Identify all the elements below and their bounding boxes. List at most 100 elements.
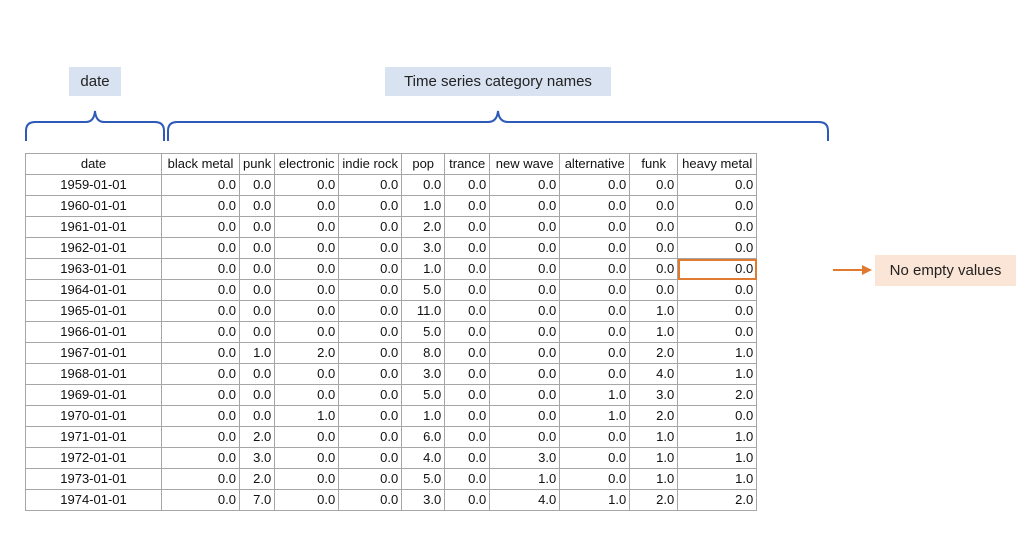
value-cell: 0.0 — [274, 426, 340, 448]
braces-group — [25, 110, 829, 141]
value-cell: 0.0 — [338, 174, 403, 196]
table-row: 1969-01-01 0.0 0.0 0.0 0.0 5.0 0.0 0.0 1.0 3.0 2.0 — [25, 384, 758, 406]
value-cell: 1.0 — [629, 300, 679, 322]
value-cell: 3.0 — [489, 447, 561, 469]
value-cell: 0.0 — [489, 300, 561, 322]
value-cell: 3.0 — [629, 384, 679, 406]
date-cell: 1967-01-01 — [25, 342, 162, 364]
value-cell: 0.0 — [338, 489, 403, 511]
column-header: pop — [401, 153, 446, 175]
value-cell: 0.0 — [677, 237, 758, 259]
value-cell: 0.0 — [238, 321, 276, 343]
value-cell: 0.0 — [489, 342, 561, 364]
value-cell: 0.0 — [274, 258, 340, 280]
value-cell: 0.0 — [338, 447, 403, 469]
value-cell: 1.0 — [401, 258, 446, 280]
value-cell: 0.0 — [677, 174, 758, 196]
value-cell: 0.0 — [677, 216, 758, 238]
value-cell: 5.0 — [401, 321, 446, 343]
value-cell: 5.0 — [401, 384, 446, 406]
value-cell: 0.0 — [338, 237, 403, 259]
value-cell: 2.0 — [629, 489, 679, 511]
value-cell: 0.0 — [238, 384, 276, 406]
value-cell: 0.0 — [444, 216, 491, 238]
category-names-label: Time series category names — [385, 67, 611, 96]
value-cell: 0.0 — [274, 279, 340, 301]
value-cell: 0.0 — [274, 489, 340, 511]
table-row: 1971-01-01 0.0 2.0 0.0 0.0 6.0 0.0 0.0 0.0 1.0 1.0 — [25, 426, 758, 448]
value-cell: 7.0 — [238, 489, 276, 511]
value-cell: 1.0 — [274, 405, 340, 427]
table-row: 1963-01-01 0.0 0.0 0.0 0.0 1.0 0.0 0.0 0.0 0.0 0.0 — [25, 258, 758, 280]
value-cell: 1.0 — [401, 405, 446, 427]
table-row: 1973-01-01 0.0 2.0 0.0 0.0 5.0 0.0 1.0 0.0 1.0 1.0 — [25, 468, 758, 490]
value-cell: 0.0 — [338, 195, 403, 217]
value-cell: 0.0 — [489, 363, 561, 385]
column-header: new wave — [489, 153, 561, 175]
value-cell: 0.0 — [677, 195, 758, 217]
value-cell: 0.0 — [274, 216, 340, 238]
value-cell: 0.0 — [161, 489, 240, 511]
value-cell: 0.0 — [559, 426, 631, 448]
value-cell: 3.0 — [401, 489, 446, 511]
value-cell: 0.0 — [489, 279, 561, 301]
value-cell: 3.0 — [401, 237, 446, 259]
value-cell: 0.0 — [161, 342, 240, 364]
value-cell: 0.0 — [338, 279, 403, 301]
value-cell: 2.0 — [274, 342, 340, 364]
value-cell: 1.0 — [677, 342, 758, 364]
value-cell: 0.0 — [238, 279, 276, 301]
table-row: 1968-01-01 0.0 0.0 0.0 0.0 3.0 0.0 0.0 0.0 4.0 1.0 — [25, 363, 758, 385]
no-empty-values-note: No empty values — [875, 255, 1016, 286]
value-cell: 5.0 — [401, 279, 446, 301]
value-cell: 0.0 — [444, 300, 491, 322]
value-cell: 0.0 — [559, 447, 631, 469]
value-cell: 0.0 — [629, 237, 679, 259]
value-cell: 0.0 — [444, 447, 491, 469]
value-cell: 4.0 — [489, 489, 561, 511]
value-cell: 0.0 — [274, 363, 340, 385]
date-cell: 1963-01-01 — [25, 258, 162, 280]
date-cell: 1965-01-01 — [25, 300, 162, 322]
date-column-label: date — [69, 67, 121, 96]
value-cell: 0.0 — [444, 321, 491, 343]
table-row: 1959-01-01 0.0 0.0 0.0 0.0 0.0 0.0 0.0 0.0 0.0 0.0 — [25, 174, 758, 196]
value-cell: 1.0 — [489, 468, 561, 490]
value-cell: 0.0 — [444, 489, 491, 511]
value-cell: 0.0 — [238, 363, 276, 385]
value-cell: 2.0 — [629, 405, 679, 427]
column-header: black metal — [161, 153, 240, 175]
value-cell: 0.0 — [338, 216, 403, 238]
table-row: 1967-01-01 0.0 1.0 2.0 0.0 8.0 0.0 0.0 0.0 2.0 1.0 — [25, 342, 758, 364]
value-cell: 3.0 — [238, 447, 276, 469]
value-cell: 0.0 — [161, 468, 240, 490]
value-cell: 0.0 — [161, 258, 240, 280]
column-header: trance — [444, 153, 491, 175]
value-cell: 2.0 — [401, 216, 446, 238]
column-header: date — [25, 153, 162, 175]
value-cell: 0.0 — [559, 363, 631, 385]
date-cell: 1961-01-01 — [25, 216, 162, 238]
value-cell: 0.0 — [489, 195, 561, 217]
column-header: funk — [629, 153, 679, 175]
value-cell: 0.0 — [274, 384, 340, 406]
column-header: indie rock — [338, 153, 403, 175]
value-cell: 1.0 — [677, 363, 758, 385]
table-row: 1970-01-01 0.0 0.0 1.0 0.0 1.0 0.0 0.0 1.0 2.0 0.0 — [25, 405, 758, 427]
value-cell: 0.0 — [274, 174, 340, 196]
date-cell: 1959-01-01 — [25, 174, 162, 196]
value-cell: 0.0 — [274, 237, 340, 259]
value-cell: 0.0 — [274, 468, 340, 490]
value-cell: 0.0 — [444, 405, 491, 427]
date-cell: 1972-01-01 — [25, 447, 162, 469]
value-cell: 0.0 — [677, 300, 758, 322]
value-cell: 0.0 — [677, 405, 758, 427]
value-cell: 0.0 — [489, 321, 561, 343]
column-header: heavy metal — [677, 153, 758, 175]
value-cell: 8.0 — [401, 342, 446, 364]
value-cell: 1.0 — [629, 321, 679, 343]
value-cell: 1.0 — [238, 342, 276, 364]
table-row: 1966-01-01 0.0 0.0 0.0 0.0 5.0 0.0 0.0 0.0 1.0 0.0 — [25, 321, 758, 343]
value-cell: 0.0 — [338, 405, 403, 427]
value-cell: 2.0 — [238, 426, 276, 448]
